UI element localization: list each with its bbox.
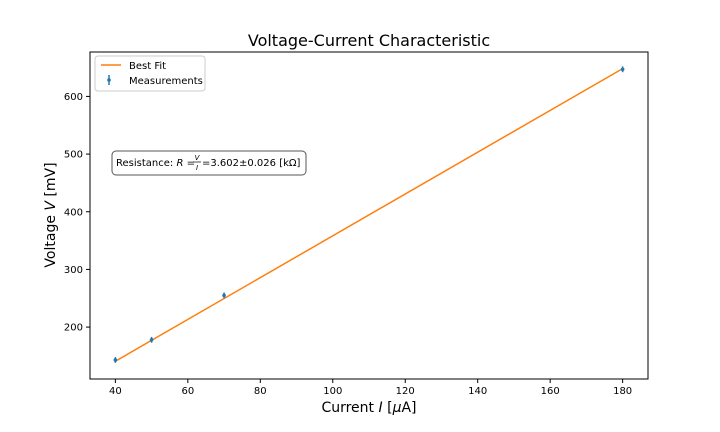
x-axis-title: Current I [μA] <box>321 400 416 416</box>
annotation-frac-den: I <box>196 164 198 172</box>
x-tick-label: 80 <box>254 386 267 397</box>
annotation-frac-num: V <box>195 154 201 162</box>
x-tick-label: 160 <box>541 386 560 397</box>
series-layer <box>113 66 625 363</box>
legend-frame <box>94 55 206 92</box>
y-tick-label: 200 <box>64 323 83 334</box>
measurement-point <box>149 337 154 342</box>
y-tick-label: 400 <box>64 207 83 218</box>
best-fit-line <box>114 67 624 362</box>
resistance-annotation: Resistance: R = V I =3.602±0.026 [kΩ] <box>111 150 307 176</box>
legend-marker-swatch <box>107 78 111 82</box>
x-tick-label: 60 <box>181 386 194 397</box>
x-tick-label: 40 <box>109 386 122 397</box>
x-tick-label: 140 <box>468 386 487 397</box>
legend-label-best-fit: Best Fit <box>129 61 166 72</box>
plot-area <box>89 51 649 380</box>
plot-frame <box>89 51 649 380</box>
y-axis: 200 300 400 500 600 <box>64 92 90 334</box>
x-tick-label: 100 <box>323 386 342 397</box>
y-tick-label: 500 <box>64 150 83 161</box>
measurement-point <box>222 293 226 298</box>
y-axis-title: Voltage V [mV] <box>43 162 59 267</box>
annotation-value: =3.602±0.026 [kΩ] <box>202 158 301 169</box>
measurement-point <box>113 358 118 362</box>
annotation-text: Resistance: R = <box>116 158 195 169</box>
y-tick-label: 300 <box>64 265 83 276</box>
y-tick-label: 600 <box>64 92 83 103</box>
x-axis: 40 60 80 100 120 140 160 180 <box>109 379 632 397</box>
x-tick-label: 120 <box>396 386 415 397</box>
x-tick-label: 180 <box>613 386 632 397</box>
legend: Best Fit Measurements <box>94 55 206 92</box>
measurement-point <box>620 67 625 72</box>
chart-title: Voltage-Current Characteristic <box>248 31 490 50</box>
annotation-box <box>111 150 307 176</box>
legend-label-measurements: Measurements <box>129 76 203 87</box>
